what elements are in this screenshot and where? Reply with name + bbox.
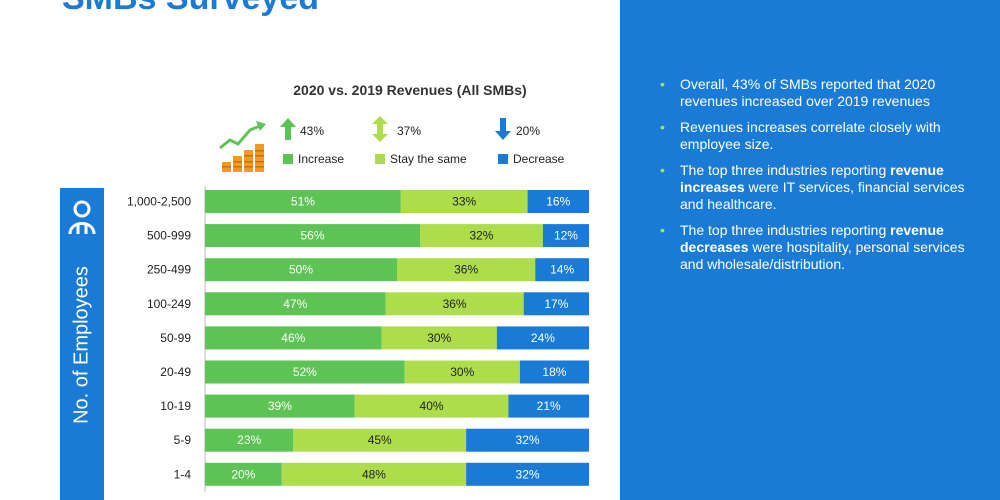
bar-segment [205, 462, 282, 486]
legend-label-increase: Increase [298, 152, 345, 166]
bar-segment [385, 292, 524, 316]
bar-segment [466, 462, 589, 486]
category-label: 1-4 [174, 467, 192, 481]
bar-segment [354, 394, 509, 418]
legend-pct-increase: 43% [300, 124, 325, 138]
employees-side-panel [60, 188, 104, 500]
person-icon [68, 200, 96, 235]
insight-text: Overall, 43% of SMBs reported that 2020 … [680, 76, 936, 109]
legend-label-same: Stay the same [390, 152, 467, 166]
bar-segment [205, 326, 382, 350]
bullet-dot: • [660, 162, 665, 178]
category-label: 10-19 [160, 399, 191, 413]
bar-segment [381, 326, 497, 350]
legend-swatch-decrease [498, 154, 508, 164]
arrow-down-icon [495, 118, 511, 140]
category-label: 5-9 [174, 433, 192, 447]
bar-segment [205, 394, 355, 418]
revenue-chart: 1,000-2,500 51% 33% 16% 500-999 56% 32% 12% 250-… [127, 186, 589, 492]
insight-item: • The top three industries reporting reve… [660, 162, 980, 213]
bar-value-label: 20% [231, 467, 255, 481]
bar-value-label: 56% [301, 229, 325, 243]
revenue-growth-icon [219, 121, 266, 172]
insight-text: The top three industries reporting [680, 222, 891, 238]
bullet-dot: • [660, 222, 665, 238]
legend-swatch-same [375, 154, 385, 164]
bar-segment [404, 360, 520, 384]
bar-value-label: 24% [531, 331, 555, 345]
bar-value-label: 46% [281, 331, 305, 345]
insight-emphasis: revenue increases [680, 162, 944, 195]
bar-value-label: 16% [546, 195, 570, 209]
bar-segment [400, 190, 528, 213]
bar-value-label: 32% [469, 229, 493, 243]
insight-text: Revenues increases correlate closely wit… [680, 119, 941, 152]
bar-segment [496, 326, 589, 350]
bar-segment [205, 292, 386, 316]
bar-value-label: 32% [516, 467, 540, 481]
bar-value-label: 30% [427, 331, 451, 345]
legend-pct-decrease: 20% [516, 124, 541, 138]
bar-segment [205, 428, 294, 452]
bar-segment [397, 258, 536, 282]
arrow-up-icon [280, 118, 296, 140]
bar-segment [542, 224, 589, 248]
bar-segment [535, 258, 589, 282]
insight-text: were hospitality, personal services and … [680, 239, 965, 272]
bar-value-label: 12% [554, 229, 578, 243]
bar-segment [205, 360, 405, 384]
bar-value-label: 21% [537, 399, 561, 413]
page-title: SMBs Surveyed [62, 0, 319, 18]
bar-value-label: 30% [450, 365, 474, 379]
category-label: 100-249 [147, 297, 191, 311]
bar-value-label: 39% [268, 399, 292, 413]
bar-value-label: 32% [516, 433, 540, 447]
bar-segment [205, 224, 421, 248]
legend-swatch-increase [283, 154, 293, 164]
bar-segment [523, 292, 589, 316]
category-label: 50-99 [160, 331, 191, 345]
bar-segment [205, 190, 401, 213]
bar-value-label: 23% [237, 433, 261, 447]
category-label: 500-999 [147, 229, 191, 243]
bar-segment [527, 190, 589, 213]
bar-value-label: 14% [550, 263, 574, 277]
bar-value-label: 45% [368, 433, 392, 447]
insight-emphasis: revenue decreases [680, 222, 944, 255]
insight-item: • Revenues increases correlate closely wi… [660, 119, 980, 153]
legend-pct-same: 37% [397, 124, 422, 138]
bar-value-label: 17% [544, 297, 568, 311]
bar-segment [508, 394, 589, 418]
bullet-dot: • [660, 119, 665, 135]
insights-panel [620, 0, 1000, 500]
category-label: 20-49 [160, 365, 191, 379]
bar-value-label: 40% [420, 399, 444, 413]
bar-segment [420, 224, 543, 248]
insight-item: • The top three industries reporting reve… [660, 222, 980, 273]
insight-text: were IT services, financial services and… [680, 179, 965, 212]
bar-segment [519, 360, 589, 384]
arrow-updown-icon [372, 116, 388, 142]
bar-segment [281, 462, 467, 486]
bar-segment [466, 428, 589, 452]
bar-segment [205, 258, 397, 282]
category-label: 250-499 [147, 263, 191, 277]
bar-value-label: 47% [283, 297, 307, 311]
legend-label-decrease: Decrease [513, 152, 565, 166]
insights-list: • Overall, 43% of SMBs reported that 2020… [660, 76, 980, 282]
bar-value-label: 18% [542, 365, 566, 379]
insight-item: • Overall, 43% of SMBs reported that 2020… [660, 76, 980, 110]
insight-text: The top three industries reporting [680, 162, 891, 178]
bar-value-label: 36% [454, 263, 478, 277]
category-label: 1,000-2,500 [127, 195, 191, 209]
bar-value-label: 33% [452, 195, 476, 209]
bullet-dot: • [660, 76, 665, 92]
bar-value-label: 48% [362, 467, 386, 481]
bar-segment [293, 428, 467, 452]
bar-value-label: 51% [291, 195, 315, 209]
bar-value-label: 52% [293, 365, 317, 379]
bar-value-label: 36% [443, 297, 467, 311]
chart-title: 2020 vs. 2019 Revenues (All SMBs) [293, 82, 527, 98]
bar-value-label: 50% [289, 263, 313, 277]
